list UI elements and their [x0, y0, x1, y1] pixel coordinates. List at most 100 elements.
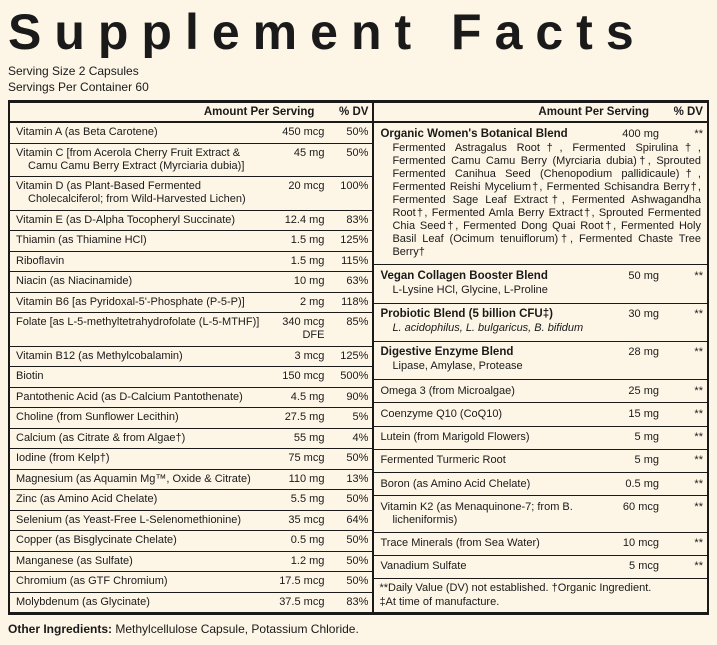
row-main: Zinc (as Amino Acid Chelate) 5.5 mg 50% [10, 493, 372, 506]
row-main: Chromium (as GTF Chromium) 17.5 mcg 50% [10, 575, 372, 588]
amount-value: 0.5 mg [290, 534, 325, 547]
amount-value: 150 mcg [282, 370, 325, 383]
amount-value: 50 mg [628, 269, 659, 282]
ingredient-name: Biotin [16, 370, 44, 383]
amount-value: 27.5 mg [284, 411, 325, 424]
table-row: Chromium (as GTF Chromium) 17.5 mcg 50% [10, 572, 373, 593]
dv-value: ** [694, 500, 703, 513]
amount-per-serving-header: Amount Per Serving [203, 106, 315, 118]
ingredient-name: Calcium (as Citrate & from Algae†) [16, 431, 186, 444]
sub-ingredients: L-Lysine HCl, Glycine, L-Proline [392, 283, 548, 296]
left-column: Amount Per Serving % DV Vitamin A (as Be… [10, 103, 373, 613]
row-main: Digestive Enzyme Blend 28 mg ** [374, 346, 707, 359]
table-row: Molybdenum (as Glycinate) 37.5 mcg 83% [10, 593, 372, 613]
ingredient-name: Digestive Enzyme Blend [380, 346, 514, 359]
table-row: Boron (as Amino Acid Chelate) 0.5 mg ** [374, 473, 707, 497]
dv-value: 5% [352, 411, 369, 424]
row-main: Vitamin E (as D-Alpha Tocopheryl Succina… [10, 214, 372, 227]
table-row: Vitamin A (as Beta Carotene) 450 mcg 50% [10, 123, 373, 144]
table-row: Zinc (as Amino Acid Chelate) 5.5 mg 50% [10, 490, 373, 511]
ingredient-name: Vitamin E (as D-Alpha Tocopheryl Succina… [16, 213, 236, 226]
amount-value: 340 mcg DFE [282, 316, 325, 342]
amount-value: 20 mcg [288, 180, 325, 193]
table-row: Biotin 150 mcg 500% [10, 367, 373, 388]
row-main: Boron (as Amino Acid Chelate) 0.5 mg ** [374, 478, 707, 491]
amount-value: 10 mcg [622, 537, 659, 550]
amount-value: 1.2 mg [290, 554, 325, 567]
facts-table: Amount Per Serving % DV Vitamin A (as Be… [8, 100, 709, 615]
amount-value: 25 mg [628, 384, 659, 397]
ingredient-name: Iodine (from Kelp†) [16, 452, 110, 465]
ingredient-name: Riboflavin [16, 254, 65, 267]
dv-value: 13% [346, 472, 369, 485]
table-row: Magnesium (as Aquamin Mg™, Oxide & Citra… [10, 470, 373, 490]
ingredient-name: Vitamin B6 [as Pyridoxal-5'-Phosphate (P… [16, 295, 245, 308]
ingredient-name: Fermented Turmeric Root [380, 454, 506, 467]
dv-value: 64% [346, 513, 369, 526]
ingredient-name: Probiotic Blend (5 billion CFU‡) [380, 308, 553, 321]
ingredient-name: Trace Minerals (from Sea Water) [380, 537, 540, 550]
row-main: Molybdenum (as Glycinate) 37.5 mcg 83% [10, 596, 372, 609]
table-row: Thiamin (as Thiamine HCl) 1.5 mg 125% [10, 231, 373, 252]
dv-value: 85% [346, 316, 369, 329]
ingredient-name: Boron (as Amino Acid Chelate) [380, 477, 531, 490]
dv-value: ** [694, 308, 703, 321]
ingredient-name: Vitamin D (as Plant-Based Fermented Chol… [16, 180, 246, 206]
right-column: Amount Per Serving % DV Organic Women's … [372, 103, 707, 612]
left-column-header: Amount Per Serving % DV [10, 103, 373, 123]
dv-value: 100% [340, 180, 369, 193]
table-row: Copper (as Bisglycinate Chelate) 0.5 mg 50… [10, 531, 373, 552]
dv-value: ** [694, 384, 703, 397]
ingredient-name: Selenium (as Yeast-Free L-Selenomethioni… [16, 513, 242, 526]
dv-value: 50% [346, 575, 369, 588]
ingredient-name: Zinc (as Amino Acid Chelate) [16, 493, 158, 506]
amount-value: 12.4 mg [284, 213, 325, 226]
row-main: Vanadium Sulfate 5 mcg ** [374, 560, 707, 573]
ingredient-name: Pantothenic Acid (as D-Calcium Pantothen… [16, 390, 243, 403]
dv-value: 50% [346, 126, 369, 139]
amount-value: 110 mg [288, 472, 325, 485]
ingredient-name: Omega 3 (from Microalgae) [380, 384, 515, 397]
dv-value: ** [694, 454, 703, 467]
table-row: Coenzyme Q10 (CoQ10) 15 mg ** [374, 403, 707, 427]
amount-value: 4.5 mg [290, 390, 325, 403]
dv-value: 118% [341, 295, 369, 308]
dv-header: % DV [673, 106, 703, 118]
table-row: Digestive Enzyme Blend 28 mg ** Lipase, Amy… [374, 342, 707, 380]
row-main: Omega 3 (from Microalgae) 25 mg ** [374, 385, 707, 398]
table-row: Manganese (as Sulfate) 1.2 mg 50% [10, 552, 373, 572]
ingredient-name: Chromium (as GTF Chromium) [16, 575, 168, 588]
row-main: Vegan Collagen Booster Blend 50 mg ** [374, 270, 707, 283]
table-row: Folate [as L-5-methyltetrahydrofolate (L… [10, 313, 373, 347]
other-ingredients-label: Other Ingredients: [8, 622, 113, 636]
right-column-header: Amount Per Serving % DV [374, 103, 707, 123]
servings-per-container: Servings Per Container 60 [8, 80, 149, 94]
amount-value: 37.5 mcg [279, 595, 325, 608]
dv-value: 63% [346, 275, 369, 288]
row-main: Magnesium (as Aquamin Mg™, Oxide & Citra… [10, 473, 372, 486]
amount-value: 55 mg [293, 431, 325, 444]
table-row: Iodine (from Kelp†) 75 mcg 50% [10, 449, 373, 470]
row-main: Coenzyme Q10 (CoQ10) 15 mg ** [374, 408, 707, 421]
ingredient-name: Magnesium (as Aquamin Mg™, Oxide & Citra… [16, 472, 251, 485]
dv-value: 125% [340, 349, 369, 362]
amount-per-serving-header: Amount Per Serving [538, 106, 649, 118]
row-main: Manganese (as Sulfate) 1.2 mg 50% [10, 555, 372, 568]
amount-value: 75 mcg [288, 452, 325, 465]
left-rows: Vitamin A (as Beta Carotene) 450 mcg 50% Vi… [10, 123, 373, 613]
amount-value: 60 mcg [622, 500, 659, 513]
dv-value: 50% [346, 493, 369, 506]
dv-value: ** [694, 269, 703, 282]
ingredient-name: Vitamin K2 (as Menaquinone-7; from B. li… [380, 500, 573, 526]
amount-value: 15 mg [628, 407, 659, 420]
footnotes: **Daily Value (DV) not established. †Org… [374, 578, 707, 612]
dv-value: 4% [352, 431, 369, 444]
amount-value: 30 mg [628, 308, 659, 321]
row-main: Folate [as L-5-methyltetrahydrofolate (L… [10, 316, 372, 342]
row-main: Vitamin B12 (as Methylcobalamin) 3 mcg 125… [10, 350, 372, 363]
dv-value: ** [694, 431, 703, 444]
footnote-line: **Daily Value (DV) not established. †Org… [379, 582, 652, 594]
amount-value: 28 mg [628, 346, 659, 359]
amount-value: 3 mcg [294, 349, 325, 362]
table-row: Fermented Turmeric Root 5 mg ** [374, 450, 707, 473]
